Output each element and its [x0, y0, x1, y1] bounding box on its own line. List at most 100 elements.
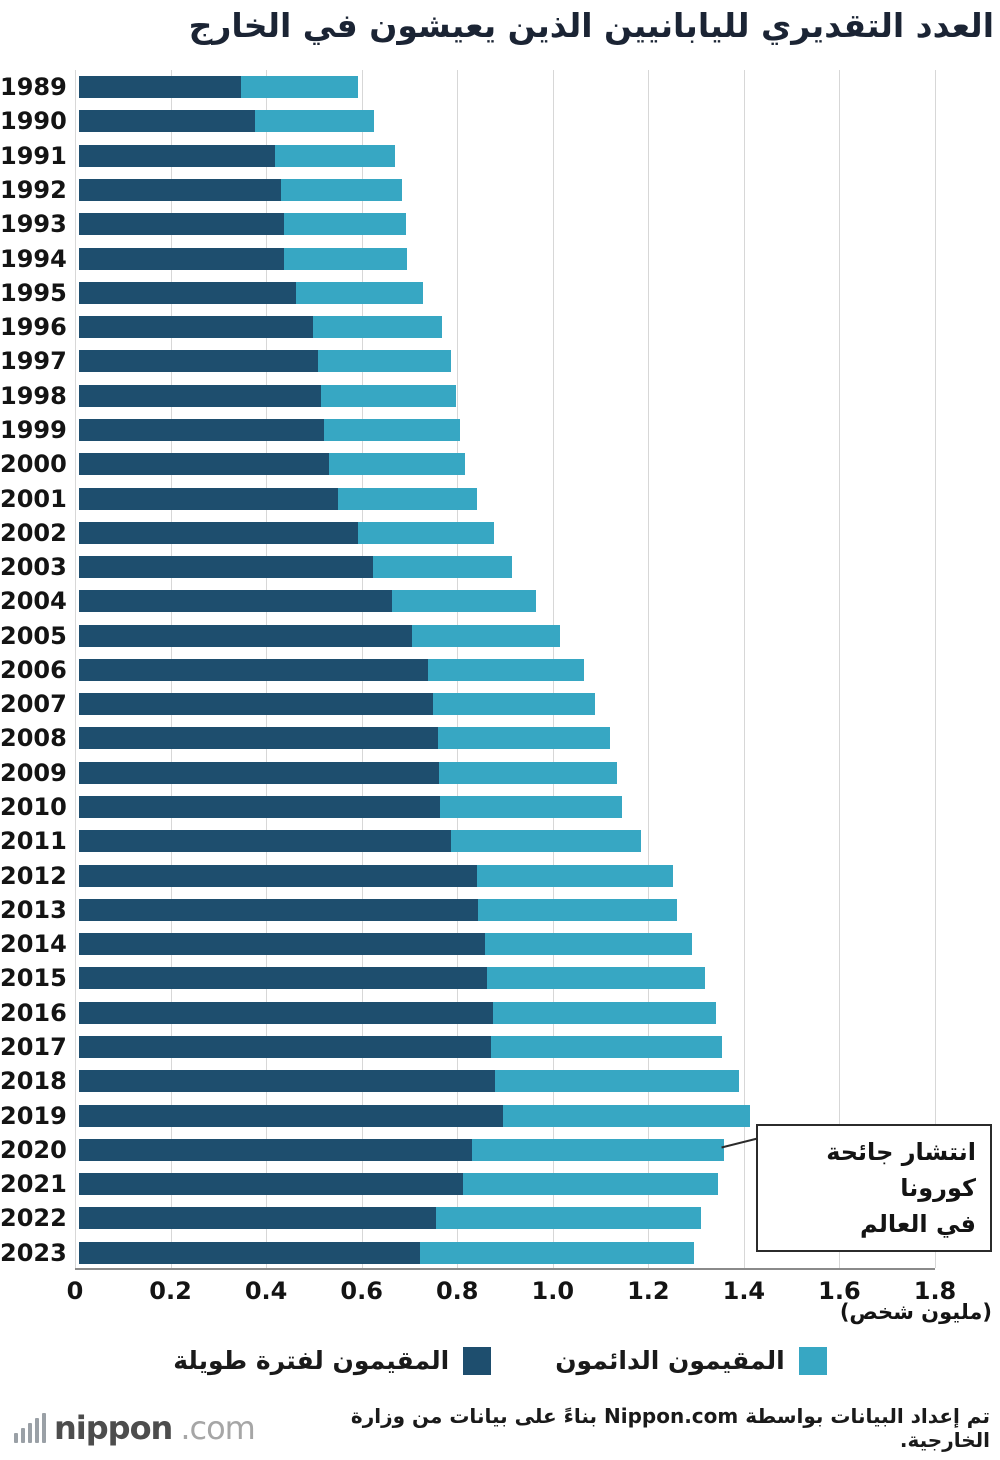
- bar-segment-long-term: [78, 624, 413, 647]
- bar-stack: [78, 830, 935, 853]
- nippon-logo-suffix: .com: [180, 1409, 256, 1447]
- bar-segment-permanent: [484, 933, 692, 956]
- bar-row: 2007: [0, 687, 935, 721]
- bar-rows: 1989 1990 1991 1992 1993 1994 1995 1996 1997 1998…: [0, 70, 935, 1270]
- bar-segment-permanent: [323, 418, 460, 441]
- annotation-callout: انتشار جائحة كورونا في العالم: [756, 1124, 992, 1252]
- year-label: 2007: [0, 690, 67, 719]
- bar-segment-permanent: [477, 898, 678, 921]
- bar-segment-long-term: [78, 1104, 503, 1127]
- bar-stack: [78, 1070, 935, 1093]
- x-tick-label: 0.8: [435, 1277, 479, 1305]
- bar-segment-long-term: [78, 761, 440, 784]
- bar-segment-permanent: [462, 1173, 719, 1196]
- year-label: 1994: [0, 244, 67, 273]
- year-label: 1997: [0, 347, 67, 376]
- bar-segment-permanent: [373, 556, 513, 579]
- bar-row: 2018: [0, 1064, 935, 1098]
- bar-segment-permanent: [358, 521, 494, 544]
- year-label: 2008: [0, 724, 67, 753]
- bar-row: 2001: [0, 481, 935, 515]
- bar-segment-long-term: [78, 796, 440, 819]
- x-tick-label: 0.2: [149, 1277, 192, 1305]
- bar-segment-long-term: [78, 350, 319, 373]
- bar-segment-long-term: [78, 453, 330, 476]
- bar-segment-permanent: [329, 453, 466, 476]
- year-label: 1992: [0, 175, 67, 204]
- year-label: 2018: [0, 1067, 67, 1096]
- bar-row: 2015: [0, 961, 935, 995]
- bar-segment-permanent: [437, 727, 610, 750]
- bar-segment-long-term: [78, 898, 478, 921]
- bar-stack: [78, 213, 935, 236]
- bar-segment-long-term: [78, 1241, 421, 1264]
- bar-row: 2017: [0, 1030, 935, 1064]
- bar-stack: [78, 1001, 935, 1024]
- year-label: 2022: [0, 1204, 67, 1233]
- bar-segment-long-term: [78, 316, 313, 339]
- nippon-logo-bars-icon: [14, 1413, 46, 1443]
- bar-segment-permanent: [491, 1036, 722, 1059]
- year-label: 2002: [0, 518, 67, 547]
- bar-segment-long-term: [78, 864, 477, 887]
- bar-segment-long-term: [78, 281, 296, 304]
- nippon-logo-text: nippon: [54, 1409, 173, 1447]
- bar-row: 1998: [0, 379, 935, 413]
- bar-segment-permanent: [280, 178, 403, 201]
- bar-row: 2013: [0, 893, 935, 927]
- year-label: 1999: [0, 415, 67, 444]
- bar-stack: [78, 1207, 935, 1230]
- annotation-line-2: في العالم: [860, 1210, 976, 1238]
- bar-stack: [78, 1036, 935, 1059]
- bar-row: 2019: [0, 1098, 935, 1132]
- gridline: [935, 70, 936, 1268]
- bar-row: 2016: [0, 996, 935, 1030]
- bar-segment-long-term: [78, 76, 241, 99]
- bar-row: 2021: [0, 1167, 935, 1201]
- bar-row: 2009: [0, 756, 935, 790]
- bar-row: 1995: [0, 276, 935, 310]
- bar-segment-permanent: [495, 1070, 740, 1093]
- bar-stack: [78, 178, 935, 201]
- x-tick-label: 0: [66, 1277, 84, 1305]
- year-label: 1991: [0, 141, 67, 170]
- bar-stack: [78, 796, 935, 819]
- bar-stack: [78, 110, 935, 133]
- bar-row: 2020: [0, 1133, 935, 1167]
- year-label: 2021: [0, 1170, 67, 1199]
- gridline: [743, 70, 745, 1268]
- bar-segment-long-term: [78, 144, 275, 167]
- year-label: 2016: [0, 998, 67, 1027]
- bar-segment-long-term: [78, 521, 358, 544]
- bar-segment-permanent: [420, 1241, 694, 1264]
- bar-row: 1991: [0, 139, 935, 173]
- bar-segment-long-term: [78, 1070, 496, 1093]
- bar-segment-long-term: [78, 830, 451, 853]
- year-label: 2004: [0, 587, 67, 616]
- bar-stack: [78, 281, 935, 304]
- bar-segment-permanent: [337, 487, 477, 510]
- bar-stack: [78, 418, 935, 441]
- bar-stack: [78, 1104, 935, 1127]
- bar-stack: [78, 316, 935, 339]
- bar-row: 2002: [0, 516, 935, 550]
- bar-stack: [78, 967, 935, 990]
- bar-segment-permanent: [318, 350, 451, 373]
- bar-stack: [78, 1138, 935, 1161]
- x-axis-unit-label: (مليون شخص): [839, 1300, 992, 1324]
- bar-segment-permanent: [433, 693, 595, 716]
- year-label: 1998: [0, 381, 67, 410]
- year-label: 2010: [0, 793, 67, 822]
- bar-stack: [78, 727, 935, 750]
- year-label: 2015: [0, 964, 67, 993]
- bar-segment-long-term: [78, 384, 322, 407]
- bar-segment-long-term: [78, 178, 281, 201]
- bar-row: 2011: [0, 824, 935, 858]
- gridline: [648, 70, 650, 1268]
- bar-row: 1993: [0, 207, 935, 241]
- bar-stack: [78, 761, 935, 784]
- footer: nippon .com تم إعداد البيانات بواسطة Nipp…: [0, 1404, 1000, 1452]
- year-label: 2014: [0, 930, 67, 959]
- bar-row: 2022: [0, 1201, 935, 1235]
- bar-stack: [78, 1241, 935, 1264]
